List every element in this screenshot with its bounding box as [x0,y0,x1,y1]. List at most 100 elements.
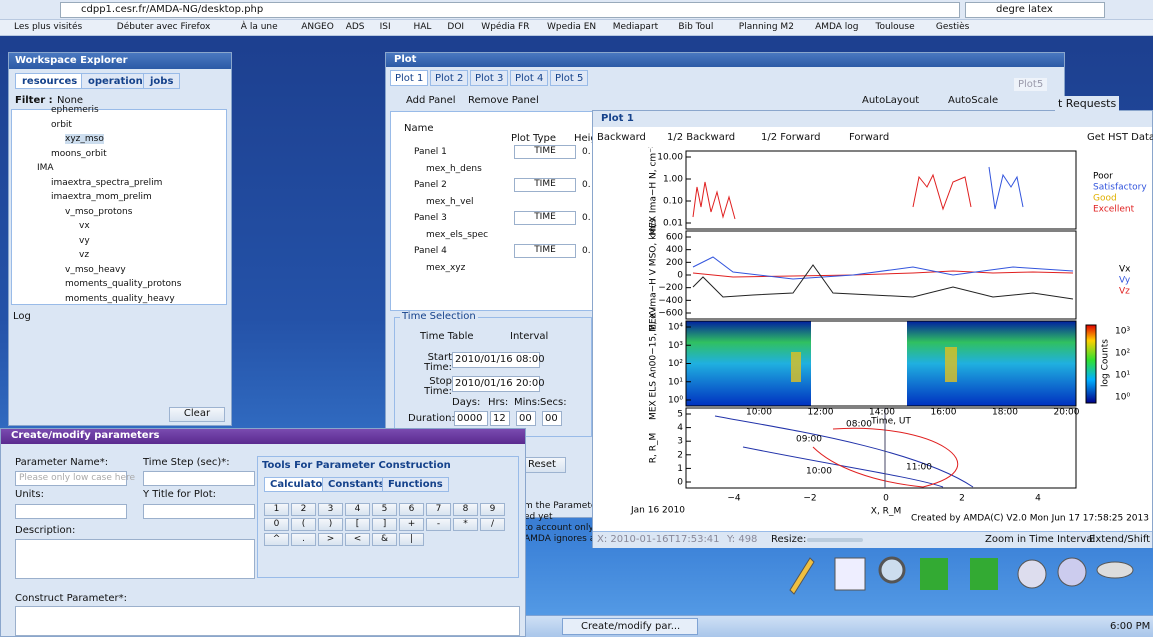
nav-button[interactable]: Forward [849,132,890,143]
tab[interactable]: operations [81,73,156,89]
bookmark[interactable]: Gestiès [935,22,970,32]
tab[interactable]: Functions [382,477,449,492]
bookmark[interactable]: AMDA log [815,22,859,32]
tree-item[interactable]: imaextra_mom_prelim [51,192,152,202]
key[interactable]: 5 [372,503,397,516]
tree-item[interactable]: v_mso_heavy [65,264,126,275]
row-name[interactable]: Panel 3 [414,213,447,223]
row-name[interactable]: mex_h_dens [426,163,482,174]
bookmark[interactable]: Toulouse [875,22,915,32]
tab[interactable]: Plot 3 [470,70,508,86]
bookmark[interactable]: Mediapart [612,22,659,32]
nav-button[interactable]: Backward [597,132,646,143]
autoscale[interactable]: AutoScale [948,95,999,106]
key[interactable]: 3 [318,503,343,516]
icon[interactable] [878,556,906,584]
input[interactable] [15,504,127,519]
key[interactable]: 6 [399,503,424,516]
key[interactable]: 7 [426,503,451,516]
duration-field[interactable]: 0000 [454,411,488,426]
key[interactable]: < [345,533,370,546]
row-name[interactable]: Panel 4 [414,246,447,256]
nav-button[interactable]: 1/2 Backward [667,132,736,143]
key[interactable]: ] [372,518,397,531]
icon[interactable] [1096,561,1134,579]
tree-item[interactable]: imaextra_spectra_prelim [51,177,163,188]
tree-item[interactable]: orbit [51,119,72,130]
tree-item[interactable]: v_mso_protons [65,206,133,217]
tab[interactable]: Constants [322,477,391,492]
task-button[interactable]: Create/modify par... [562,618,698,635]
start[interactable]: 2010/01/16 08:00 [452,352,545,368]
remove-panel[interactable]: Remove Panel [468,95,539,106]
duration-field[interactable]: 00 [516,411,536,426]
bookmark[interactable]: ISI [379,22,391,32]
key[interactable]: 8 [453,503,478,516]
row-name[interactable]: Panel 2 [414,180,447,190]
icon[interactable] [1057,557,1087,587]
add-panel[interactable]: Add Panel [406,95,456,106]
tree-item[interactable]: ephemeris [51,105,99,115]
row-name[interactable]: mex_els_spec [426,229,489,240]
key[interactable]: 4 [345,503,370,516]
stop[interactable]: 2010/01/16 20:00 [452,376,545,392]
tab[interactable]: jobs [143,73,181,89]
tree-item[interactable]: moons_orbit [51,148,107,159]
name-field[interactable]: Please only low case here [15,471,135,486]
key[interactable]: - [426,518,451,531]
bookmark[interactable]: Wpédia FR [481,22,530,32]
bookmark[interactable]: Planning M2 [738,22,794,32]
key[interactable]: > [318,533,343,546]
tree-item[interactable]: moments_quality_heavy [65,293,175,304]
input[interactable] [15,606,520,636]
url-field[interactable]: cdpp1.cesr.fr/AMDA-NG/desktop.php [60,2,960,18]
duration-field[interactable]: 00 [542,411,562,426]
key[interactable]: . [291,533,316,546]
time-table[interactable]: Time Table [420,331,474,342]
key[interactable]: 2 [291,503,316,516]
tree-item[interactable]: vx [79,221,90,231]
key[interactable]: & [372,533,397,546]
key[interactable]: | [399,533,424,546]
bookmark[interactable]: Wpedia EN [547,22,597,32]
tree-item[interactable]: vz [79,250,90,260]
tab[interactable]: Plot 1 [390,70,428,86]
resize-slider[interactable] [807,538,863,542]
tree-item[interactable]: vy [79,235,90,246]
key[interactable]: ) [318,518,343,531]
autolayout[interactable]: AutoLayout [862,95,920,106]
key[interactable]: 9 [480,503,505,516]
extend[interactable]: Extend/Shift [1089,534,1151,545]
key[interactable]: + [399,518,424,531]
bookmark[interactable]: À la une [240,22,278,32]
input[interactable] [143,504,255,519]
key[interactable]: * [453,518,478,531]
row-name[interactable]: mex_xyz [426,262,466,273]
key[interactable]: [ [345,518,370,531]
tree-item[interactable]: IMA [37,163,54,173]
tree-item[interactable]: moments_quality_protons [65,279,182,289]
icon[interactable] [834,557,866,591]
bookmark[interactable]: Bib Toul [678,22,714,32]
tab[interactable]: Plot 4 [510,70,548,86]
input[interactable] [15,539,255,579]
zoom[interactable]: Zoom in Time Interval [985,534,1096,545]
key[interactable]: 1 [264,503,289,516]
key[interactable]: 0 [264,518,289,531]
bookmark[interactable]: DOI [447,22,465,32]
tab[interactable]: Plot 2 [430,70,468,86]
reset[interactable]: Reset [518,457,566,473]
input[interactable] [143,471,255,486]
duration-field[interactable]: 12 [490,411,510,426]
bookmark[interactable]: HAL [413,22,432,32]
icon[interactable] [970,558,998,590]
icon[interactable] [920,558,948,590]
hst-menu[interactable]: Get HST Data ▾ [1087,132,1153,143]
tree-item[interactable]: xyz_mso [65,134,104,144]
tab[interactable]: Plot 5 [550,70,588,86]
search-field[interactable]: degre latex [965,2,1105,18]
bookmark[interactable]: Débuter avec Firefox [116,22,211,32]
interval[interactable]: Interval [510,331,549,342]
key[interactable]: ( [291,518,316,531]
bookmark[interactable]: Les plus visités [14,22,83,32]
